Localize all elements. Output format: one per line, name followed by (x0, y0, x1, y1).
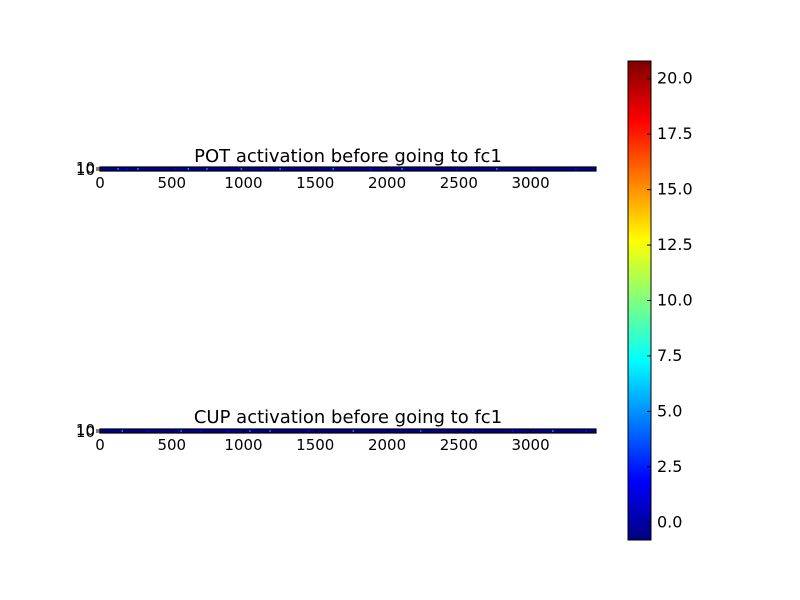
heatmap-band (100, 429, 596, 433)
heatmap-cell (455, 168, 458, 170)
x-axis-ticks: 0 500 1000 1500 2000 2500 3000 (95, 168, 550, 192)
heatmap-band (100, 167, 596, 171)
x-tick-label: 1000 (224, 174, 262, 192)
heatmap-cell (227, 430, 230, 432)
heatmap-cell (180, 430, 182, 432)
y-tick-label: 10 (76, 161, 95, 179)
heatmap-cell (575, 168, 577, 170)
heatmap-cell (125, 168, 128, 170)
colorbar-tick-label: 0.0 (657, 512, 682, 531)
y-tick-label: 10 (76, 421, 95, 439)
heatmap-cell (420, 430, 422, 432)
heatmap-cell (262, 168, 264, 170)
heatmap-cell (511, 430, 514, 432)
heatmap-panel-pot: POT activation before going to fc1 0 500 1… (76, 146, 597, 192)
colorbar-ticks: 0.0 2.5 5.0 7.5 10.0 12.5 15.0 17.5 20.0 (647, 69, 693, 531)
x-tick-label: 3000 (511, 174, 549, 192)
heatmap-cells (121, 430, 587, 432)
heatmap-cell (279, 168, 281, 170)
colorbar-tick-label: 7.5 (657, 346, 682, 365)
x-tick-label: 2000 (368, 174, 406, 192)
colorbar: 0.0 2.5 5.0 7.5 10.0 12.5 15.0 17.5 20.0 (627, 60, 693, 541)
heatmap-cell (585, 430, 587, 432)
heatmap-cell (117, 168, 119, 170)
colorbar-tick-label: 15.0 (657, 180, 693, 199)
heatmap-cell (249, 430, 251, 432)
heatmap-cell (200, 430, 202, 432)
chart-title: CUP activation before going to fc1 (194, 407, 502, 428)
heatmap-cell (352, 430, 355, 432)
heatmap-cell (240, 168, 243, 170)
x-tick-label: 0 (95, 174, 105, 192)
y-tick-label: 10 (76, 423, 95, 441)
x-axis-ticks: 0 500 1000 1500 2000 2500 3000 (95, 430, 550, 454)
heatmap-cell (332, 168, 334, 170)
heatmap-cell (269, 430, 271, 432)
x-tick-label: 3000 (511, 436, 549, 454)
colorbar-tick-label: 5.0 (657, 401, 682, 420)
heatmap-cell (121, 430, 124, 432)
colorbar-tick-label: 17.5 (657, 124, 693, 143)
heatmap-cell (552, 430, 554, 432)
x-tick-label: 1500 (296, 174, 334, 192)
x-tick-label: 2500 (440, 174, 478, 192)
heatmap-cell (137, 168, 139, 170)
heatmap-cell (401, 168, 403, 170)
y-tick-label: 10 (76, 159, 95, 177)
heatmap-cells (117, 168, 577, 170)
x-tick-label: 1500 (296, 436, 334, 454)
chart-title: POT activation before going to fc1 (194, 146, 502, 167)
x-tick-label: 2000 (368, 436, 406, 454)
x-tick-label: 1000 (224, 436, 262, 454)
colorbar-tick-label: 10.0 (657, 291, 693, 310)
colorbar-tick-label: 20.0 (657, 69, 693, 88)
heatmap-cell (308, 430, 310, 432)
heatmap-panel-cup: CUP activation before going to fc1 0 500 1… (76, 407, 597, 454)
heatmap-cell (147, 430, 149, 432)
heatmap-cell (206, 168, 208, 170)
heatmap-cell (496, 168, 498, 170)
x-tick-label: 2500 (440, 436, 478, 454)
heatmap-cell (174, 168, 177, 170)
heatmap-cell (369, 168, 372, 170)
heatmap-cell (187, 168, 190, 170)
heatmap-cell (471, 430, 474, 432)
heatmap-cell (385, 430, 388, 432)
x-tick-label: 0 (95, 436, 105, 454)
x-tick-label: 500 (157, 174, 186, 192)
heatmap-cell (533, 168, 535, 170)
x-tick-label: 500 (157, 436, 186, 454)
colorbar-tick-label: 2.5 (657, 457, 682, 476)
colorbar-tick-label: 12.5 (657, 235, 693, 254)
